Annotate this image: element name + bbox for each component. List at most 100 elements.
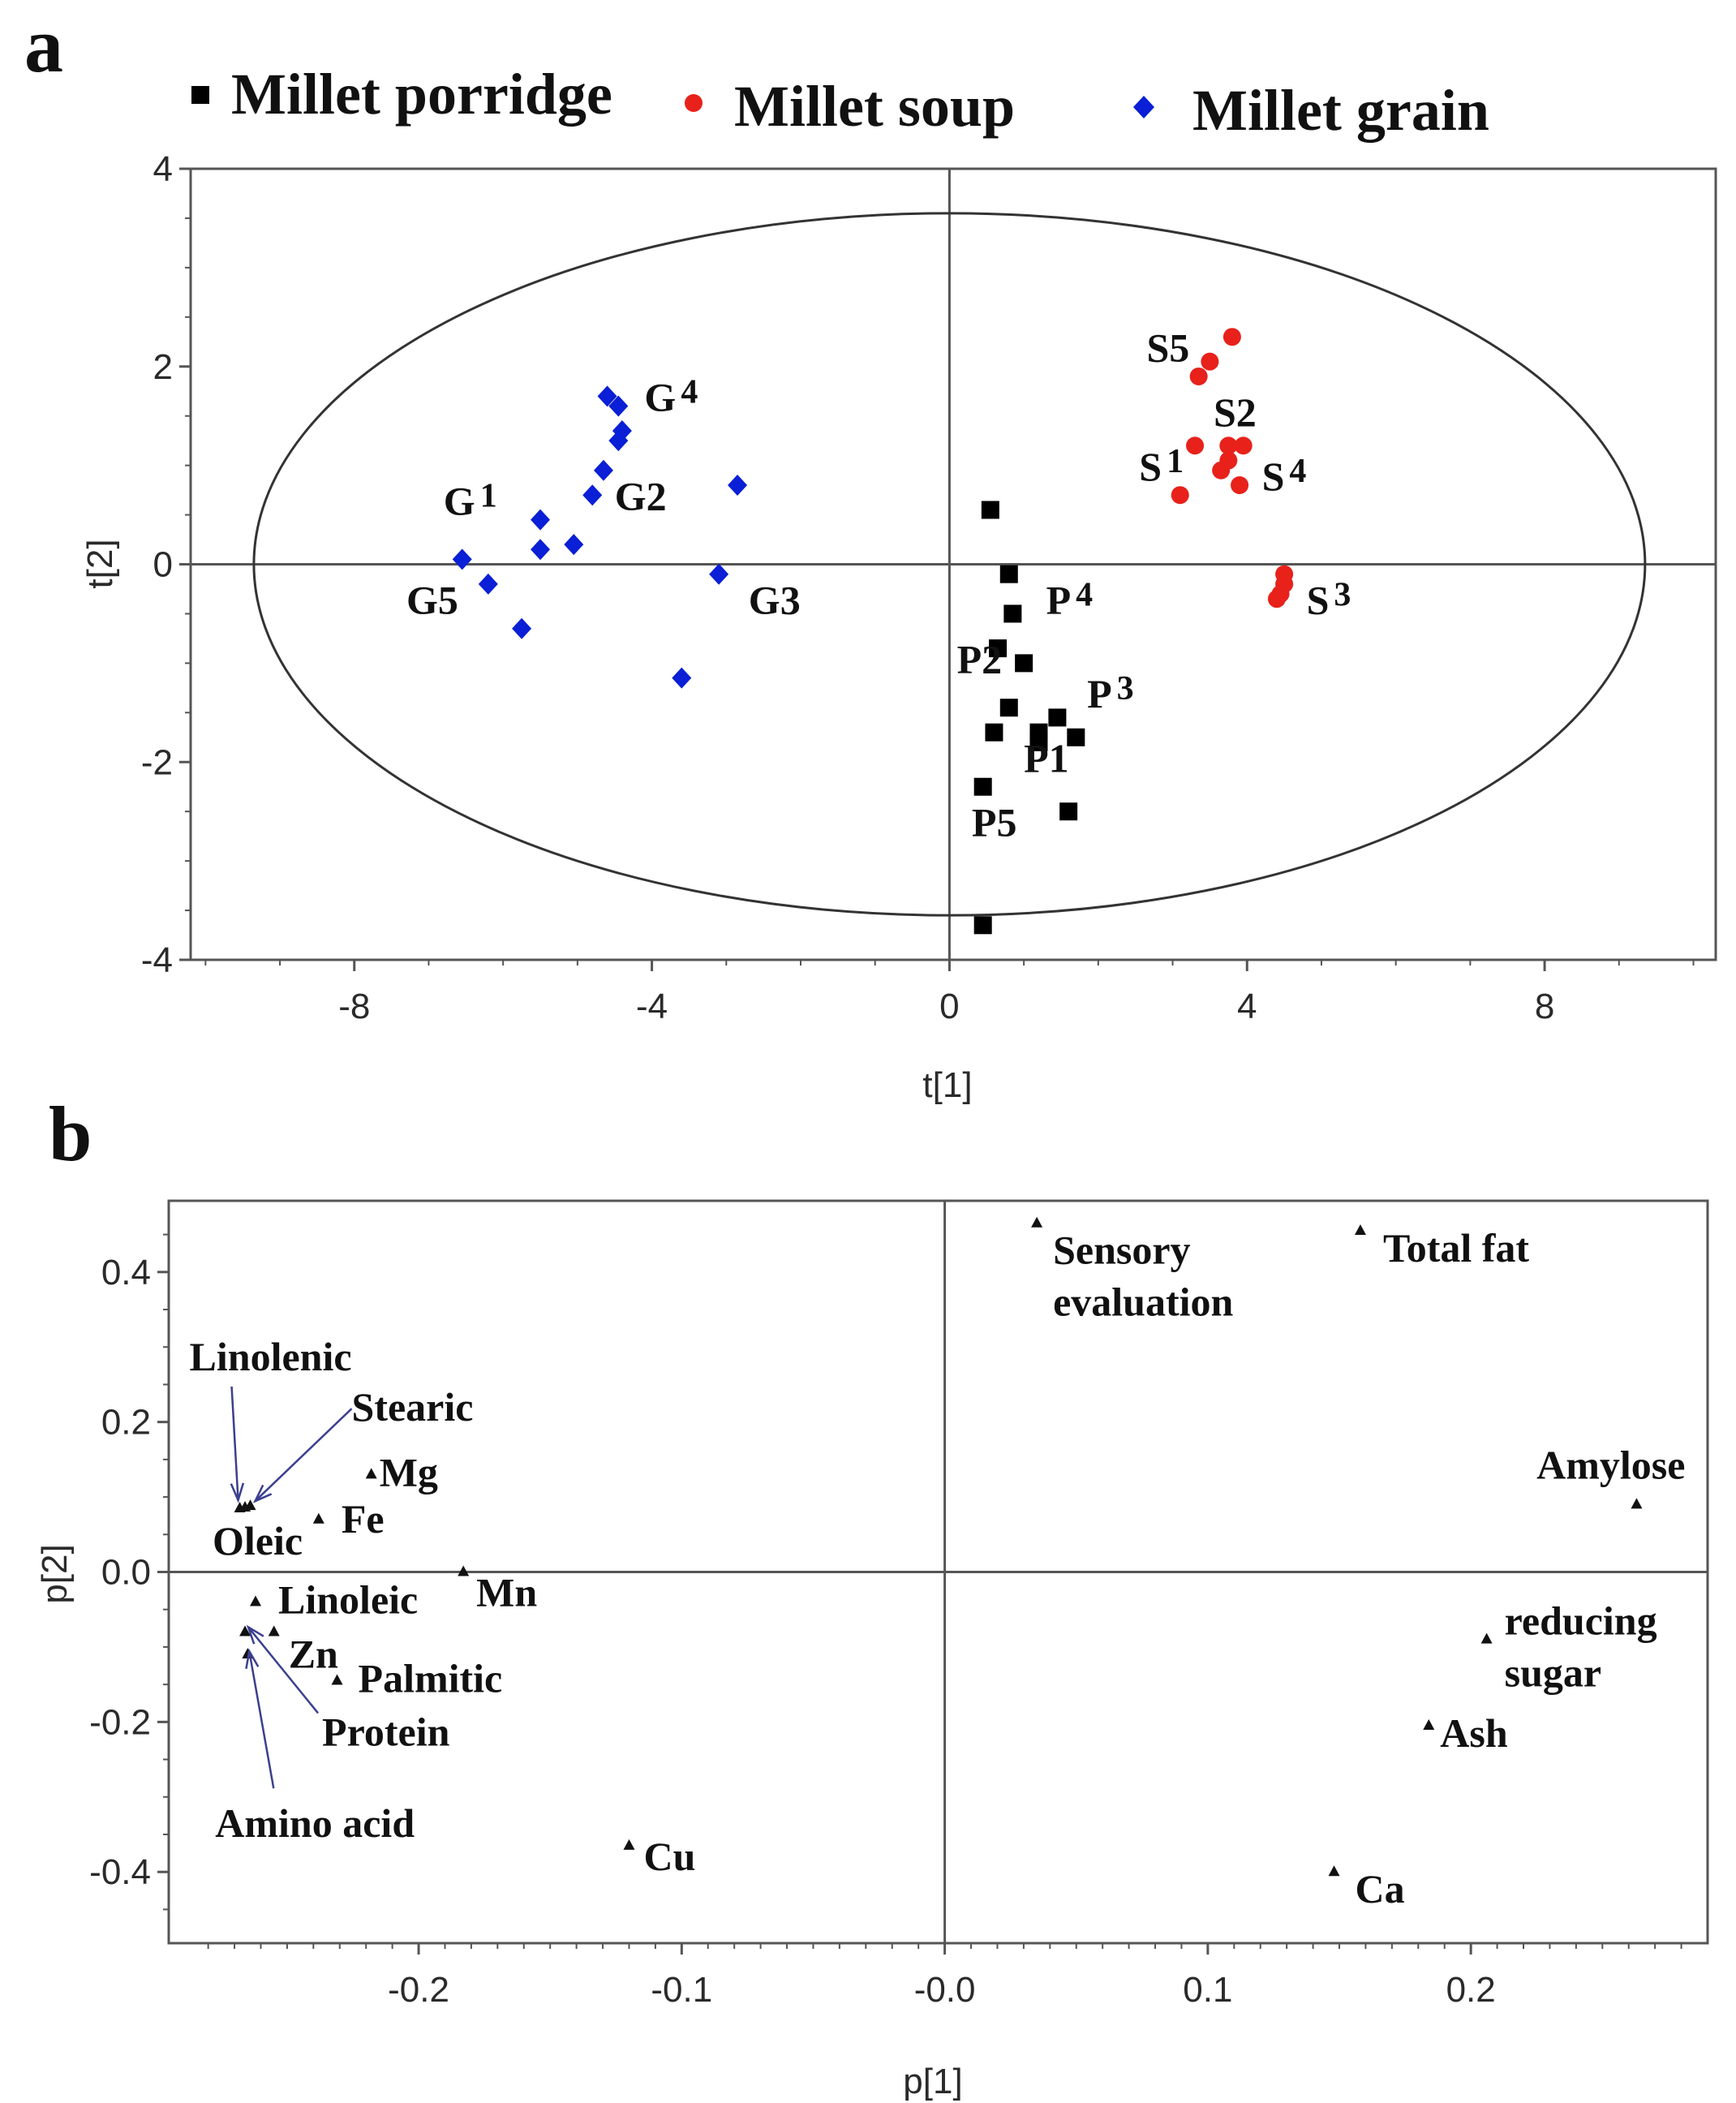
grain-point (531, 539, 551, 561)
soup-point (1186, 437, 1205, 455)
x-tick-label: 0.2 (1446, 1970, 1496, 2010)
y-tick-label: -2 (141, 742, 173, 782)
loading-label: Stearic (352, 1384, 474, 1430)
soup-point (1189, 367, 1208, 385)
loading-point (239, 1625, 251, 1636)
y-tick-label: 0.2 (101, 1403, 151, 1443)
grain-point (512, 617, 532, 639)
callout-arrowhead (245, 1648, 260, 1670)
loading-label: Palmitic (359, 1656, 503, 1701)
loading-label: Amylose (1536, 1442, 1685, 1487)
loading-plot: -0.2 -0.1 -0.0 0.1 0.2 0.4 0.2 0.0 -0.2 -0.4 Senso… (35, 1199, 1709, 2101)
porridge-point (1059, 802, 1078, 821)
grain-point (597, 385, 617, 407)
y-tick-label: 4 (153, 149, 173, 189)
legend-marker-grain (1133, 96, 1154, 118)
score-plot: -8 -4 0 4 8 4 2 0 -2 -4 G 4 G 1 G2 G5 G3 S5 S2 S 1 S 4 S 3 P 4 P2 P 3… (80, 149, 1717, 1105)
grain-point (593, 459, 613, 481)
grain-point (608, 430, 629, 452)
loading-label: Sensory evaluation (1053, 1228, 1233, 1325)
hotelling-ellipse (252, 212, 1647, 917)
loading-point (1354, 1224, 1366, 1235)
soup-point (1223, 328, 1241, 346)
loading-label: Mn (476, 1570, 537, 1615)
y-tick-label: 0 (153, 545, 173, 585)
grain-point (531, 509, 551, 531)
loading-point (1031, 1216, 1043, 1228)
sample-label: G5 (406, 577, 458, 622)
grain-point (709, 563, 729, 585)
loading-label: Linolenic (190, 1334, 352, 1379)
x-tick-label: 8 (1535, 987, 1554, 1026)
x-tick-label: -0.2 (388, 1970, 449, 2010)
y-tick-label: 2 (153, 347, 173, 387)
loading-point (623, 1839, 635, 1850)
grain-point (452, 548, 472, 570)
loading-point (365, 1468, 377, 1479)
legend: Millet porridge Millet soup Millet grain (191, 62, 1489, 143)
loading-point (1480, 1632, 1493, 1644)
loading-point (1423, 1718, 1435, 1730)
panel-a-letter: a (24, 2, 63, 88)
callout-arrow (248, 1650, 275, 1789)
x-tick-label: 0 (939, 987, 959, 1026)
grain-point (728, 475, 748, 496)
panel-b-letter: b (49, 1090, 92, 1177)
legend-label-soup: Millet soup (734, 74, 1015, 139)
porridge-point (1048, 708, 1067, 727)
x-tick-label: -4 (636, 987, 668, 1026)
sample-label: G3 (749, 577, 801, 622)
y-tick-label: 0.4 (101, 1253, 151, 1292)
plot-a-ylabel: t[2] (80, 539, 120, 588)
loading-label: Oleic (213, 1518, 303, 1563)
callout-arrowhead (230, 1482, 245, 1503)
legend-marker-porridge (191, 86, 209, 104)
porridge-point (985, 723, 1003, 742)
x-tick-label: 0.1 (1183, 1970, 1232, 2010)
loading-label: Protein (322, 1709, 450, 1754)
x-tick-label: -0.0 (914, 1970, 976, 2010)
callout-arrowhead (252, 1484, 273, 1503)
y-tick-label: -4 (141, 940, 173, 980)
y-tick-label: -0.4 (89, 1852, 151, 1892)
loading-label: Zn (289, 1631, 338, 1676)
porridge-point (973, 777, 992, 796)
loading-point (1631, 1498, 1643, 1509)
sample-label: P5 (972, 800, 1017, 845)
legend-label-porridge: Millet porridge (231, 62, 612, 127)
porridge-point (1003, 604, 1022, 623)
loading-label: Linoleic (278, 1576, 418, 1622)
soup-point (1234, 437, 1253, 455)
loading-label: Total fat (1383, 1225, 1529, 1271)
loading-point (239, 1501, 251, 1512)
sample-label: S2 (1214, 389, 1257, 435)
loading-label: Mg (380, 1449, 438, 1494)
soup-point (1171, 486, 1189, 505)
soup-point (1212, 461, 1231, 480)
loading-label: Fe (342, 1496, 385, 1542)
loading-point (458, 1565, 470, 1576)
porridge-point (1067, 728, 1085, 746)
plot-a-xlabel: t[1] (922, 1065, 972, 1105)
y-tick-label: -0.2 (89, 1702, 151, 1742)
sample-label: P1 (1024, 735, 1069, 781)
x-tick-label: 4 (1237, 987, 1257, 1026)
grain-point (672, 667, 692, 689)
porridge-point (1029, 733, 1048, 751)
soup-point (1267, 590, 1286, 609)
y-tick-label: 0.0 (101, 1553, 151, 1593)
sample-label: P2 (957, 637, 1003, 682)
sample-label: G2 (615, 473, 667, 518)
loading-label: Cu (643, 1834, 695, 1879)
porridge-point (981, 501, 999, 519)
grain-point (564, 534, 584, 556)
soup-point (1219, 437, 1238, 455)
loading-label: Ash (1440, 1710, 1508, 1756)
loading-point (312, 1512, 324, 1524)
grain-point (478, 573, 498, 595)
